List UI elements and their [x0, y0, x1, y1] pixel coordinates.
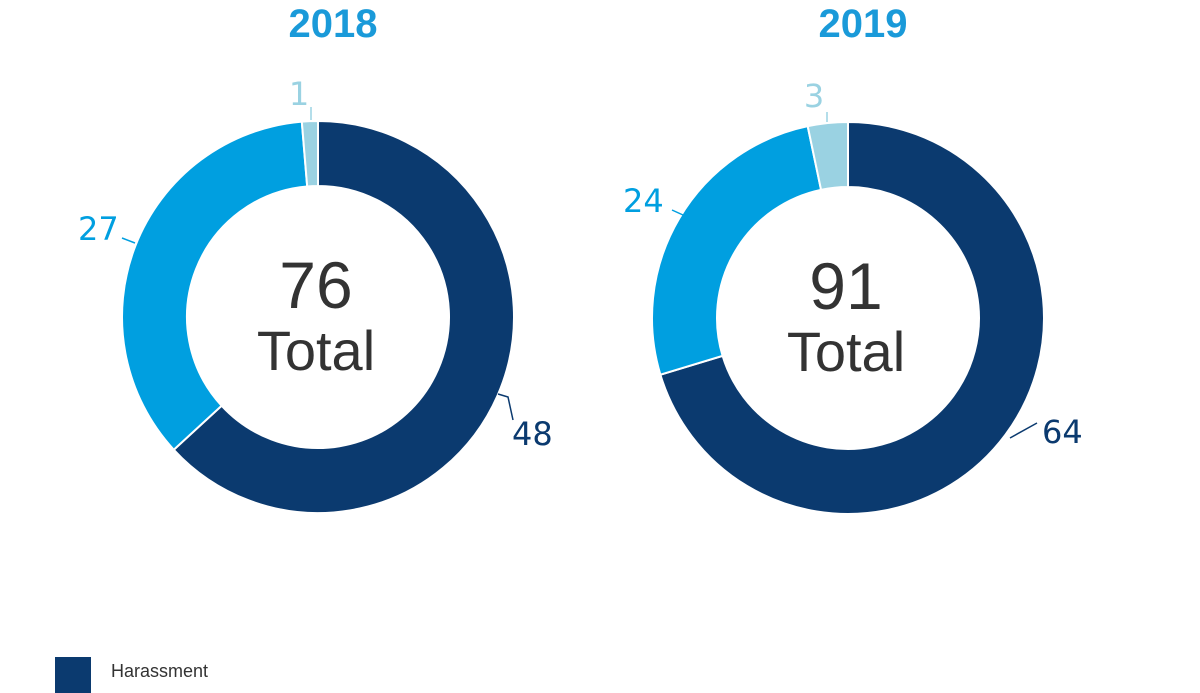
- data-label-0-0: 48: [512, 415, 553, 453]
- data-label-1-0: 64: [1042, 413, 1083, 451]
- chart-title-1: 2019: [819, 2, 908, 46]
- data-label-0-2: 1: [289, 75, 309, 113]
- donut-slice-0-2: [300, 119, 319, 188]
- donut-slice-1-0: [659, 120, 1045, 515]
- data-label-1-1: 24: [623, 182, 664, 220]
- donut-slice-0-0: [172, 119, 515, 514]
- donut-slice-1-2: [806, 120, 849, 191]
- center-total-0: 76: [279, 248, 352, 322]
- legend: Harassment: [55, 657, 209, 693]
- data-label-1-2: 3: [804, 77, 824, 115]
- leader-line-0-0: [497, 393, 514, 421]
- legend-label-harassment: Harassment: [111, 661, 209, 681]
- leader-line-1-0: [1009, 422, 1038, 439]
- data-label-0-1: 27: [78, 210, 119, 248]
- donut-slice-0-1: [121, 120, 309, 452]
- leader-line-1-1: [671, 209, 684, 216]
- chart-title-0: 2018: [289, 2, 378, 46]
- leader-line-0-1: [121, 237, 136, 244]
- donut-slice-1-1: [651, 125, 823, 376]
- center-total-1: 91: [809, 249, 882, 323]
- legend-swatch-harassment: [55, 657, 91, 693]
- center-total-label-1: Total: [787, 320, 905, 383]
- center-total-label-0: Total: [257, 319, 375, 382]
